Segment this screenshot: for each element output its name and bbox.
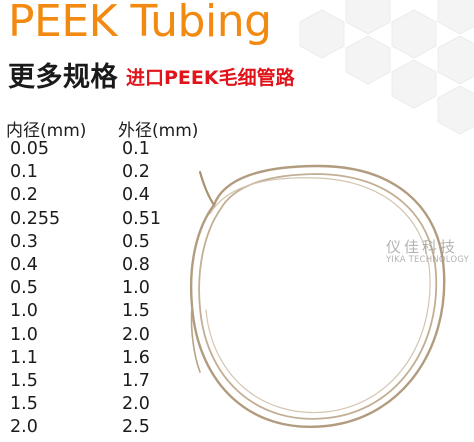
table-row: 0.1 0.2: [6, 162, 206, 185]
table-row: 2.0 2.5: [6, 417, 206, 440]
outer-diameter-value: 1.0: [122, 278, 150, 299]
tubing-tail: [190, 305, 201, 373]
spec-rows: 0.05 0.1 0.1 0.2 0.2 0.4 0.255 0.51 0.3 0.5 0…: [6, 139, 206, 440]
hexagon-shape: [391, 59, 437, 109]
outer-diameter-value: 2.5: [122, 417, 150, 438]
subtitle: 更多规格 进口PEEK毛细管路: [8, 60, 295, 99]
inner-diameter-value: 0.255: [10, 208, 61, 229]
table-row: 1.1 1.6: [6, 348, 206, 371]
inner-diameter-value: 1.0: [10, 301, 38, 322]
table-row: 0.4 0.8: [6, 255, 206, 278]
table-row: 0.05 0.1: [6, 139, 206, 162]
hexagon-shape: [345, 0, 391, 35]
outer-diameter-value: 0.8: [122, 254, 150, 275]
page-title: PEEK Tubing: [8, 0, 272, 47]
outer-diameter-value: 0.4: [122, 185, 150, 206]
outer-diameter-value: 0.51: [122, 208, 161, 229]
tubing-loop-faint: [205, 177, 431, 414]
tubing-loop-inner: [198, 173, 438, 420]
hexagon-shape: [391, 9, 437, 59]
outer-diameter-value: 1.6: [122, 347, 150, 368]
table-row: 0.2 0.4: [6, 185, 206, 208]
inner-diameter-value: 0.05: [10, 139, 49, 159]
inner-diameter-value: 0.4: [10, 254, 38, 275]
watermark-en: YIKA TECHNOLOGY: [386, 255, 470, 265]
inner-diameter-value: 0.5: [10, 278, 38, 299]
tubing-free-end: [198, 170, 216, 207]
inner-diameter-value: 0.1: [10, 162, 38, 183]
table-row: 1.0 1.5: [6, 301, 206, 324]
hexagon-shape: [345, 35, 391, 85]
watermark: 仪佳科技 YIKA TECHNOLOGY: [386, 236, 469, 265]
outer-diameter-value: 0.1: [122, 139, 150, 159]
outer-diameter-value: 0.2: [122, 162, 150, 183]
inner-diameter-value: 1.0: [10, 324, 38, 345]
outer-diameter-value: 0.5: [122, 231, 150, 252]
outer-diameter-value: 1.7: [122, 370, 150, 391]
subtitle-main: 更多规格: [8, 62, 118, 93]
inner-diameter-value: 0.2: [10, 185, 38, 206]
table-row: 1.0 2.0: [6, 325, 206, 348]
watermark-cn: 仪佳科技: [386, 238, 459, 256]
subtitle-accent: 进口PEEK毛细管路: [126, 67, 295, 89]
hexagon-shape: [437, 35, 474, 85]
outer-diameter-value: 1.5: [122, 301, 150, 322]
table-row: 0.3 0.5: [6, 232, 206, 255]
table-row: 0.255 0.51: [6, 209, 206, 232]
inner-diameter-value: 2.0: [10, 417, 38, 438]
table-row: 1.5 2.0: [6, 394, 206, 417]
table-row: 1.5 1.7: [6, 371, 206, 394]
inner-diameter-value: 1.1: [10, 347, 38, 368]
hexagon-shape: [437, 85, 474, 135]
hexagon-shape: [299, 9, 345, 59]
column-header-inner-diameter: 内径(mm): [6, 121, 87, 141]
table-row: 0.5 1.0: [6, 278, 206, 301]
inner-diameter-value: 1.5: [10, 394, 38, 415]
hexagon-shape: [437, 0, 474, 35]
column-header-outer-diameter: 外径(mm): [118, 121, 199, 141]
outer-diameter-value: 2.0: [122, 324, 150, 345]
inner-diameter-value: 0.3: [10, 231, 38, 252]
outer-diameter-value: 2.0: [122, 394, 150, 415]
inner-diameter-value: 1.5: [10, 370, 38, 391]
